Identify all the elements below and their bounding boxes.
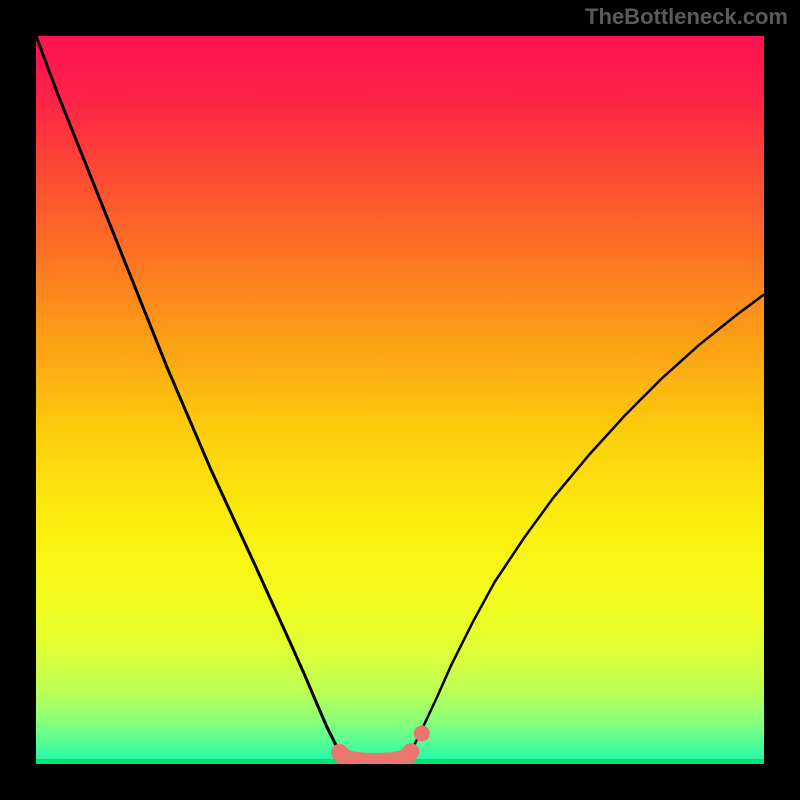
plot-area — [36, 36, 764, 764]
watermark-text: TheBottleneck.com — [585, 4, 788, 30]
highlight-path — [340, 752, 411, 762]
highlight-dot — [414, 725, 430, 741]
chart-background — [36, 36, 764, 764]
chart-svg — [36, 36, 764, 764]
chart-container: { "watermark": { "text": "TheBottleneck.… — [0, 0, 800, 800]
